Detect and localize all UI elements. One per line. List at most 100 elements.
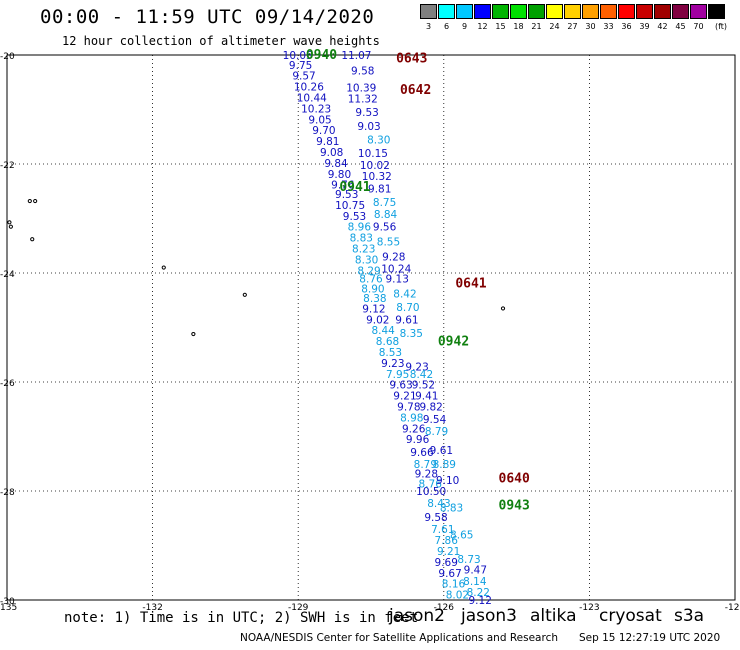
wave-height-label: 8.30 bbox=[367, 134, 390, 146]
wave-height-label: 8.44 bbox=[371, 325, 395, 337]
legend-swatch bbox=[564, 4, 581, 19]
wave-height-label: 7.86 bbox=[435, 535, 459, 547]
legend-label: 21 bbox=[531, 22, 542, 31]
wave-height-label: 8.83 bbox=[440, 502, 463, 514]
wave-height-label: 8.02 bbox=[446, 590, 469, 602]
satellite-cryosat: cryosat bbox=[599, 606, 662, 626]
wave-height-label: 10.05 bbox=[283, 50, 313, 62]
wave-height-label: 9.67 bbox=[438, 568, 461, 580]
wave-height-label: 8.53 bbox=[379, 347, 402, 359]
legend-label: 39 bbox=[639, 22, 650, 31]
legend-label: 45 bbox=[675, 22, 686, 31]
wave-height-label: 10.23 bbox=[301, 103, 331, 115]
wave-height-label: 8.73 bbox=[457, 554, 480, 566]
legend-swatch bbox=[510, 4, 527, 19]
wave-height-label: 9.66 bbox=[410, 447, 434, 459]
island-marker bbox=[7, 220, 12, 225]
wave-height-label: 9.12 bbox=[469, 595, 492, 607]
wave-height-label: 9.76 bbox=[331, 180, 355, 192]
wave-height-label: 8.76 bbox=[359, 273, 383, 285]
wave-height-label: 9.57 bbox=[292, 71, 315, 83]
island-marker bbox=[33, 198, 38, 204]
wave-height-label: 9.47 bbox=[464, 564, 487, 576]
wave-height-label: 8.76 bbox=[419, 478, 443, 490]
legend-label: 15 bbox=[495, 22, 506, 31]
wave-height-label: 8.79 bbox=[414, 459, 437, 471]
wave-height-label: 9.21 bbox=[437, 546, 460, 558]
wave-height-label: 8.30 bbox=[355, 254, 378, 266]
wave-height-label: 8.89 bbox=[433, 459, 456, 471]
pass-time-label: 0943 bbox=[499, 499, 530, 514]
legend-swatch bbox=[582, 4, 599, 19]
lat-tick-label: -30 bbox=[0, 597, 15, 607]
wave-height-label: 10.39 bbox=[346, 83, 376, 95]
wave-height-label: 9.53 bbox=[335, 189, 358, 201]
legend-label: 30 bbox=[585, 22, 596, 31]
lon-tick-label: -120 bbox=[725, 603, 740, 613]
wave-height-label: 9.53 bbox=[343, 211, 366, 223]
wave-height-label: 9.41 bbox=[415, 391, 438, 403]
page-title: 00:00 - 11:59 UTC 09/14/2020 bbox=[40, 6, 375, 28]
wave-height-label: 8.29 bbox=[357, 265, 380, 277]
pass-time-label: 0640 bbox=[499, 471, 530, 486]
island-marker bbox=[8, 224, 13, 229]
legend-label: 24 bbox=[549, 22, 560, 31]
island-marker bbox=[161, 265, 166, 270]
legend-swatch bbox=[708, 4, 725, 19]
wave-height-label: 9.02 bbox=[366, 314, 389, 326]
wave-height-label: 8.22 bbox=[467, 587, 490, 599]
wave-height-label: 9.58 bbox=[424, 512, 447, 524]
legend-swatch bbox=[456, 4, 473, 19]
wave-height-label: 9.58 bbox=[351, 65, 374, 77]
wave-height-label: 10.44 bbox=[297, 93, 327, 105]
wave-height-label: 8.35 bbox=[400, 328, 423, 340]
pass-time-label: 0942 bbox=[438, 335, 469, 350]
page-subtitle: 12 hour collection of altimeter wave hei… bbox=[62, 34, 380, 48]
legend-label: 70 bbox=[693, 22, 704, 31]
island-marker bbox=[500, 306, 506, 311]
wave-height-label: 9.81 bbox=[316, 136, 339, 148]
wave-height-label: 9.56 bbox=[373, 222, 397, 234]
island-marker bbox=[27, 198, 32, 204]
wave-height-label: 9.03 bbox=[357, 121, 380, 133]
lon-tick-label: -126 bbox=[434, 603, 455, 613]
legend-swatch bbox=[636, 4, 653, 19]
lon-tick-label: -132 bbox=[142, 603, 162, 613]
footer-credit: NOAA/NESDIS Center for Satellite Applica… bbox=[240, 632, 558, 644]
wave-height-label: 8.84 bbox=[374, 209, 398, 221]
wave-height-label: 10.24 bbox=[381, 264, 411, 276]
legend-swatch bbox=[528, 4, 545, 19]
wave-height-label: 10.32 bbox=[362, 171, 392, 183]
wave-height-label: 9.61 bbox=[395, 314, 418, 326]
wave-height-label: 9.53 bbox=[355, 107, 378, 119]
wave-height-label: 9.70 bbox=[312, 125, 335, 137]
legend-label: 27 bbox=[567, 22, 578, 31]
wave-height-label: 10.15 bbox=[358, 148, 388, 160]
legend-swatch bbox=[654, 4, 671, 19]
wave-height-label: 8.70 bbox=[396, 302, 419, 314]
wave-height-label: 8.83 bbox=[350, 233, 373, 245]
wave-height-label: 9.08 bbox=[320, 147, 343, 159]
satellite-jason2: jason2 bbox=[389, 606, 445, 626]
wave-height-label: 7.61 bbox=[431, 524, 454, 536]
pass-time-label: 0643 bbox=[396, 52, 427, 67]
lat-tick-label: -20 bbox=[0, 52, 15, 62]
wave-height-label: 9.82 bbox=[419, 402, 442, 414]
legend-swatch bbox=[492, 4, 509, 19]
legend-label: 36 bbox=[621, 22, 632, 31]
legend-swatch bbox=[420, 4, 437, 19]
wave-height-label: 8.42 bbox=[393, 289, 416, 301]
wave-height-label: 9.84 bbox=[324, 158, 348, 170]
wave-height-label: 8.65 bbox=[450, 530, 473, 542]
legend-swatch bbox=[600, 4, 617, 19]
wave-height-label: 9.96 bbox=[406, 434, 430, 446]
wave-height-label: 9.80 bbox=[328, 169, 351, 181]
wave-height-label: 9.12 bbox=[362, 303, 385, 315]
wave-height-label: 8.14 bbox=[463, 576, 487, 588]
wave-height-label: 7.95 bbox=[386, 369, 409, 381]
wave-height-label: 8.98 bbox=[400, 412, 423, 424]
legend-swatch bbox=[438, 4, 455, 19]
wave-height-label: 9.78 bbox=[397, 402, 420, 414]
map-frame bbox=[6, 54, 736, 601]
